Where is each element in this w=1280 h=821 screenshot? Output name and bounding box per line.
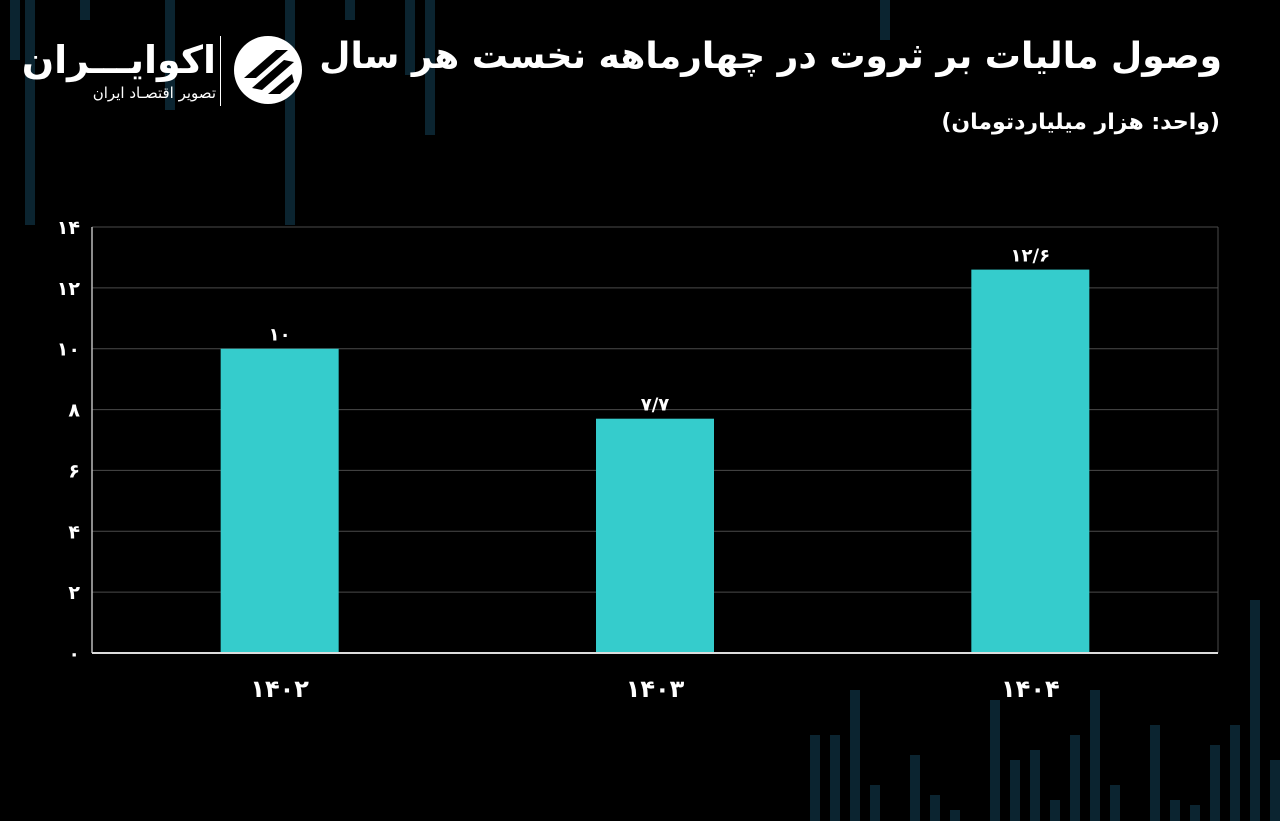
brand-block: اکوایـــران تصویر اقتصـاد ایران <box>21 34 314 110</box>
background-stripe <box>930 795 940 821</box>
background-stripe <box>25 0 35 225</box>
brand-tagline: تصویر اقتصـاد ایران <box>92 84 216 102</box>
background-stripe <box>880 0 890 40</box>
x-tick-label: ۱۴۰۳ <box>626 675 685 703</box>
brand-divider <box>220 36 221 106</box>
background-stripe <box>870 785 880 821</box>
background-stripe <box>285 0 295 225</box>
bar <box>596 418 714 653</box>
background-stripe <box>165 0 175 110</box>
background-stripe <box>405 0 415 75</box>
y-tick-label: ۶ <box>68 460 80 482</box>
background-stripe <box>1030 750 1040 821</box>
background-stripe <box>1110 785 1120 821</box>
background-stripe <box>1050 800 1060 821</box>
y-tick-label: ۰ <box>68 643 80 665</box>
background-stripe <box>1090 690 1100 821</box>
x-tick-label: ۱۴۰۲ <box>250 675 309 703</box>
y-tick-label: ۲ <box>68 582 80 604</box>
background-stripe <box>80 0 90 20</box>
bar <box>220 348 339 653</box>
background-stripe <box>910 755 920 821</box>
background-stripe <box>345 0 355 20</box>
chart-title: وصول مالیات بر ثروت در چهارماهه نخست هر … <box>319 36 1222 77</box>
background-stripe <box>1230 725 1240 821</box>
background-stripe <box>1010 760 1020 821</box>
data-label: ۷/۷ <box>641 395 670 416</box>
y-tick-label: ۱۴ <box>57 217 80 239</box>
y-tick-label: ۴ <box>68 521 80 543</box>
background-stripe <box>810 735 820 821</box>
ecoiran-logo-icon <box>234 36 302 104</box>
background-stripe <box>990 700 1000 821</box>
unit-label: (واحد: هزار میلیاردتومان) <box>941 110 1220 135</box>
background-stripe <box>1270 760 1280 821</box>
background-stripe <box>425 0 435 135</box>
background-stripe <box>830 735 840 821</box>
brand-name: اکوایـــران <box>21 38 216 82</box>
background-stripe <box>10 0 20 60</box>
y-tick-label: ۸ <box>68 400 80 422</box>
bar <box>971 269 1090 653</box>
data-label: ۱۲/۶ <box>1011 246 1051 267</box>
y-tick-label: ۱۲ <box>57 278 81 300</box>
data-label: ۱۰ <box>269 325 291 346</box>
background-stripe <box>850 690 860 821</box>
background-stripe <box>1150 725 1160 821</box>
background-stripe <box>1210 745 1220 821</box>
x-tick-label: ۱۴۰۴ <box>1001 675 1060 703</box>
background-stripe <box>950 810 960 821</box>
background-stripe <box>1250 600 1260 821</box>
background-stripe <box>1170 800 1180 821</box>
background-stripe <box>1190 805 1200 821</box>
y-tick-label: ۱۰ <box>57 339 80 361</box>
background-stripe <box>1070 735 1080 821</box>
